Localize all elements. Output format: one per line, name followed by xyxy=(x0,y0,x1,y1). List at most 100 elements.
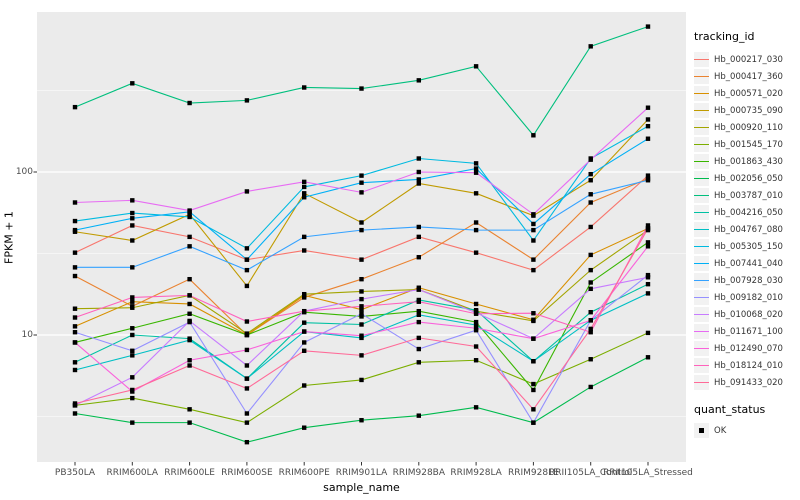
data-point xyxy=(72,411,78,416)
legend-key xyxy=(694,205,709,220)
data-point xyxy=(531,387,536,393)
data-point xyxy=(187,244,192,249)
x-tick-label: RRIM928LA xyxy=(450,468,502,478)
legend-key xyxy=(694,120,709,135)
data-point xyxy=(531,221,536,227)
legend-item-label: Hb_002056_050 xyxy=(714,173,783,184)
legend-item-label: Hb_091433_020 xyxy=(714,377,783,388)
data-point xyxy=(416,234,421,240)
legend-item: Hb_009182_010 xyxy=(694,289,798,306)
data-point xyxy=(302,348,307,353)
legend-key xyxy=(694,307,709,322)
data-point xyxy=(531,212,536,217)
legend-item-label: Hb_005305_150 xyxy=(714,241,783,252)
data-point xyxy=(588,192,593,197)
data-point xyxy=(130,210,135,216)
legend-item-label: Hb_001545_170 xyxy=(714,139,783,150)
data-point xyxy=(187,234,192,240)
legend-line-swatch-icon xyxy=(694,296,709,299)
data-point xyxy=(359,353,364,358)
legend-key xyxy=(694,137,709,152)
data-point xyxy=(302,425,307,430)
data-point xyxy=(645,226,651,231)
data-point xyxy=(130,326,135,331)
legend-item-label: Hb_001863_430 xyxy=(714,156,783,167)
data-point xyxy=(416,413,421,418)
data-point xyxy=(130,332,135,338)
legend-item-label: Hb_011671_100 xyxy=(714,326,783,337)
data-point xyxy=(187,293,192,298)
data-point xyxy=(473,166,479,171)
legend-item: Hb_004216_050 xyxy=(694,204,798,221)
legend-item-label: Hb_003787_010 xyxy=(714,190,783,201)
data-point xyxy=(359,180,364,185)
legend-key xyxy=(694,154,709,169)
x-tick-label: PB350LA xyxy=(54,468,96,478)
data-point xyxy=(588,178,593,183)
legend-item: Hb_000217_030 xyxy=(694,51,798,68)
data-point xyxy=(130,238,135,243)
data-point xyxy=(359,311,364,316)
legend-line-swatch-icon xyxy=(694,160,709,163)
legend-item-label: Hb_010068_020 xyxy=(714,309,783,320)
data-point xyxy=(244,347,250,353)
legend-line-swatch-icon xyxy=(694,92,709,95)
data-point xyxy=(244,376,250,381)
legend-line-swatch-icon xyxy=(694,313,709,316)
data-point xyxy=(244,246,250,251)
legend-item-quant-ok: OK xyxy=(694,422,798,439)
data-point xyxy=(473,170,479,175)
data-point xyxy=(645,117,651,122)
data-point xyxy=(72,340,78,345)
legend-line-swatch-icon xyxy=(694,126,709,129)
data-point xyxy=(531,420,536,425)
x-tick-label: RRIM600LA xyxy=(106,468,159,478)
panel-background xyxy=(37,12,686,462)
data-point xyxy=(359,304,364,309)
data-point xyxy=(645,291,651,296)
data-point xyxy=(130,395,135,401)
legend-item: Hb_004767_080 xyxy=(694,221,798,238)
legend-line-swatch-icon xyxy=(694,262,709,265)
legend-key xyxy=(694,188,709,203)
x-tick-label: RRII105LA_Control xyxy=(548,468,633,478)
data-point xyxy=(130,305,135,310)
legend-item: Hb_001863_430 xyxy=(694,153,798,170)
data-point xyxy=(359,220,364,225)
data-point xyxy=(359,333,364,338)
legend-item-label: Hb_018124_010 xyxy=(714,360,783,371)
x-tick-label: RRII105LA_Stressed xyxy=(603,468,693,478)
data-point xyxy=(187,311,192,316)
data-point xyxy=(359,314,364,319)
data-point xyxy=(645,281,651,287)
x-tick-label: RRIM901LA xyxy=(335,468,388,478)
data-point xyxy=(130,348,135,353)
legend-item: Hb_003787_010 xyxy=(694,187,798,204)
data-point xyxy=(72,367,78,373)
data-point xyxy=(359,307,364,312)
data-point xyxy=(588,224,593,230)
legend-item-label: Hb_000217_030 xyxy=(714,54,783,65)
data-point xyxy=(531,318,536,324)
legend-item: Hb_007928_030 xyxy=(694,272,798,289)
data-point xyxy=(359,257,364,262)
data-point xyxy=(473,358,479,363)
x-tick-label: RRIM928BA xyxy=(392,468,446,478)
data-point xyxy=(645,173,651,178)
legend-item-label: OK xyxy=(714,425,727,436)
data-point xyxy=(531,267,536,273)
data-point xyxy=(359,276,364,282)
data-point xyxy=(359,86,364,91)
data-point xyxy=(473,344,479,349)
data-point xyxy=(588,157,593,162)
data-point xyxy=(473,322,479,328)
legend-item-label: Hb_009182_010 xyxy=(714,292,783,303)
legend-item: Hb_000735_090 xyxy=(694,102,798,119)
data-point xyxy=(645,240,651,245)
legend-line-swatch-icon xyxy=(694,194,709,197)
data-point xyxy=(302,308,307,314)
data-point xyxy=(473,227,479,233)
data-point xyxy=(302,329,307,334)
data-point xyxy=(359,322,364,327)
